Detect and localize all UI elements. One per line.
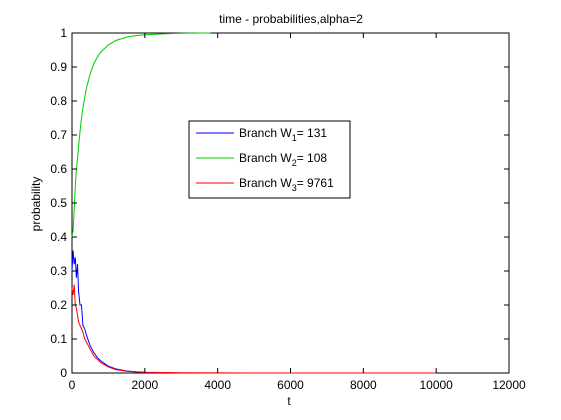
legend-label: Branch W2= 108 bbox=[239, 151, 327, 168]
series-line-3 bbox=[71, 284, 437, 374]
x-axis-title: t bbox=[287, 394, 291, 408]
ticks-layer: 0 2000 4000 6000 8000 10000 12000 0 0.1 0.2 0.3 0.4… bbox=[50, 26, 526, 392]
y-tick-label: 0.4 bbox=[50, 230, 67, 244]
x-tick-label: 6000 bbox=[277, 378, 304, 392]
legend-entry-2: Branch W2= 108 bbox=[196, 151, 327, 168]
y-tick-label: 0.3 bbox=[50, 264, 67, 278]
legend-label: Branch W3= 9761 bbox=[239, 176, 334, 193]
y-tick-label: 0 bbox=[60, 366, 67, 380]
legend: Branch W1= 131 Branch W2= 108 Branch W3= 9… bbox=[188, 120, 351, 199]
x-tick-label: 8000 bbox=[350, 378, 377, 392]
legend-entry-1: Branch W1= 131 bbox=[196, 126, 327, 143]
series-line-2 bbox=[71, 32, 211, 238]
y-tick-label: 1 bbox=[60, 26, 67, 40]
y-tick-label: 0.9 bbox=[50, 60, 67, 74]
y-tick-label: 0.5 bbox=[50, 196, 67, 210]
plot-area: 0 2000 4000 6000 8000 10000 12000 0 0.1 0.2 0.3 0.4… bbox=[50, 26, 526, 392]
y-tick-label: 0.7 bbox=[50, 128, 67, 142]
x-tick-label: 0 bbox=[69, 378, 76, 392]
legend-entry-3: Branch W3= 9761 bbox=[196, 176, 334, 193]
x-tick-label: 12000 bbox=[492, 378, 526, 392]
y-axis-title: probability bbox=[29, 177, 43, 232]
x-tick-label: 4000 bbox=[204, 378, 231, 392]
y-tick-label: 0.8 bbox=[50, 94, 67, 108]
plot-frame bbox=[71, 32, 510, 374]
x-tick-label: 2000 bbox=[131, 378, 158, 392]
y-tick-label: 0.2 bbox=[50, 298, 67, 312]
y-tick-label: 0.6 bbox=[50, 162, 67, 176]
x-tick-label: 10000 bbox=[419, 378, 453, 392]
y-tick-label: 0.1 bbox=[50, 332, 67, 346]
chart-title: time - probabilities,alpha=2 bbox=[219, 12, 363, 26]
legend-label: Branch W1= 131 bbox=[239, 126, 327, 143]
legend-box bbox=[188, 120, 351, 199]
